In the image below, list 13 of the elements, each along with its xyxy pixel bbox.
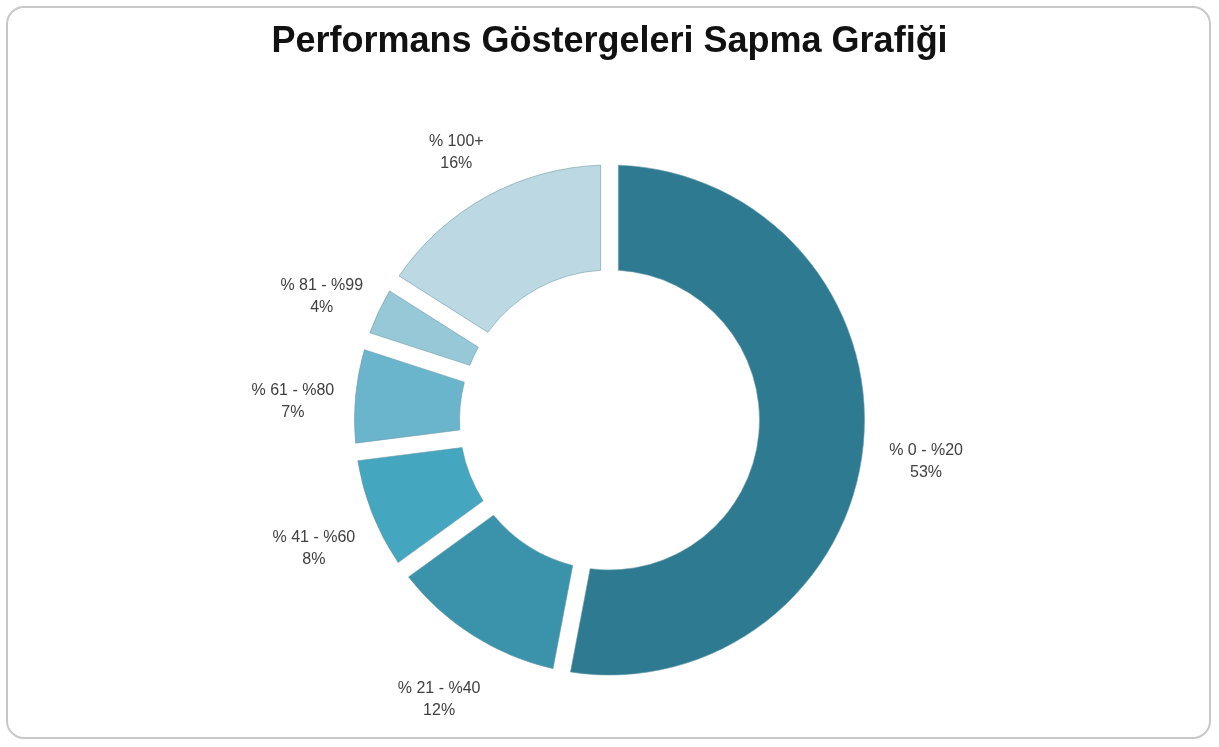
data-label: 16% [440, 154, 473, 172]
slice-label: % 61 - %80 [251, 381, 335, 399]
data-label: 7% [281, 403, 305, 421]
data-label: 12% [423, 701, 456, 719]
slice-label: % 100+ [428, 132, 484, 150]
data-label: 4% [310, 297, 334, 315]
data-label: 8% [302, 550, 326, 568]
data-label: 53% [910, 462, 943, 480]
slice-label: % 41 - %60 [272, 528, 356, 546]
slice-label: % 0 - %20 [889, 440, 964, 458]
slice-label: % 21 - %40 [397, 679, 481, 697]
slice-label: % 81 - %99 [280, 275, 364, 293]
chart-title: Performans Göstergeleri Sapma Grafiği [271, 19, 948, 60]
